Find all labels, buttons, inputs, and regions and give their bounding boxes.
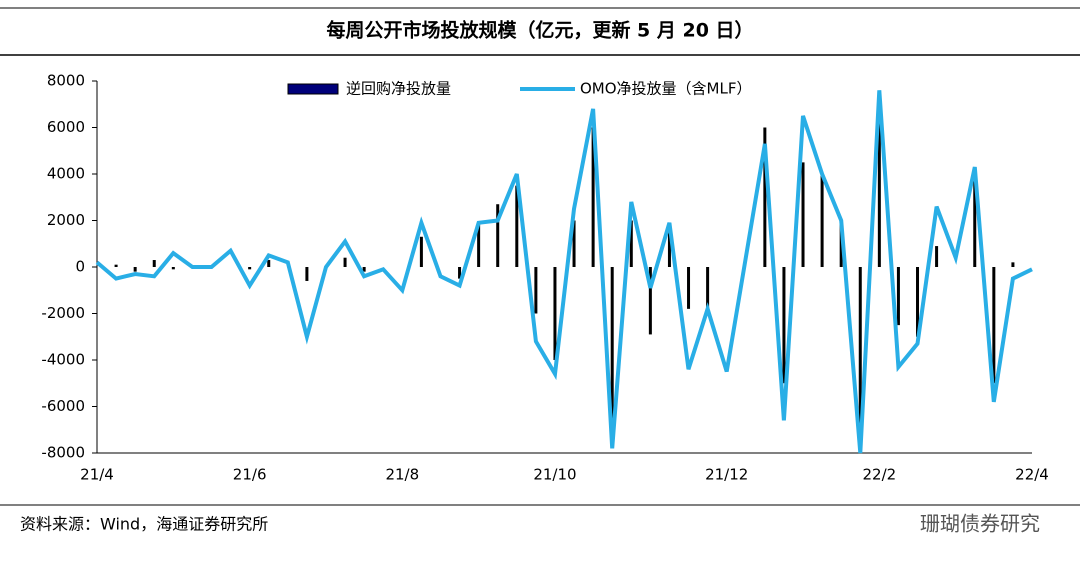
line (95, 90, 1033, 454)
bar (801, 162, 805, 267)
bar (877, 115, 881, 267)
bar (267, 260, 271, 267)
source: 资料来源：Wind，海通证券研究所 (20, 515, 268, 534)
bar (935, 246, 939, 267)
bar (343, 257, 347, 267)
bar (610, 267, 614, 430)
bar (1011, 262, 1015, 267)
y-tick-label: -2000 (41, 304, 85, 322)
legend-label: OMO净投放量（含MLF） (580, 80, 751, 98)
x-tick-label: 21/12 (705, 466, 748, 484)
bar (458, 267, 462, 279)
x-tick-label: 22/4 (1015, 466, 1049, 484)
bar (782, 267, 786, 384)
watermark: 珊瑚债券研究 (920, 512, 1040, 536)
legend-label: 逆回购净投放量 (346, 80, 451, 98)
x-tick-label: 21/4 (80, 466, 114, 484)
bar (687, 267, 691, 309)
bar (973, 167, 977, 267)
bar (515, 185, 519, 267)
bar (648, 267, 652, 335)
x-tick-label: 22/2 (863, 466, 897, 484)
bar (248, 267, 252, 270)
x-tick-label: 21/8 (385, 466, 419, 484)
y-tick-label: 2000 (47, 211, 85, 229)
bar (114, 264, 118, 267)
bar (629, 220, 633, 267)
bar (171, 267, 175, 270)
bar (706, 267, 710, 309)
y-tick-label: -6000 (41, 397, 85, 415)
bar (572, 220, 576, 267)
bar (858, 267, 862, 430)
bar (916, 267, 920, 337)
y-tick-label: 4000 (47, 165, 85, 183)
bar (667, 232, 671, 267)
y-tick-label: -8000 (41, 444, 85, 462)
bar (152, 260, 156, 267)
bar (305, 267, 309, 281)
bar (553, 267, 557, 360)
bar (419, 236, 423, 267)
bar (896, 267, 900, 326)
bar (591, 127, 595, 267)
bar (534, 267, 538, 314)
bar (362, 267, 366, 272)
bar (477, 222, 481, 267)
x-tick-label: 21/10 (533, 466, 576, 484)
bar (133, 267, 137, 272)
x-tick-label: 21/6 (233, 466, 267, 484)
bar (820, 174, 824, 267)
chart-title: 每周公开市场投放规模（亿元，更新 5 月 20 日） (326, 19, 753, 42)
bar (496, 204, 500, 267)
y-tick-label: -4000 (41, 351, 85, 369)
bar (992, 267, 996, 384)
bar (763, 127, 767, 267)
y-tick-label: 0 (75, 258, 85, 276)
legend-swatch (287, 83, 339, 95)
y-tick-label: 6000 (47, 118, 85, 136)
y-tick-label: 8000 (47, 72, 85, 90)
